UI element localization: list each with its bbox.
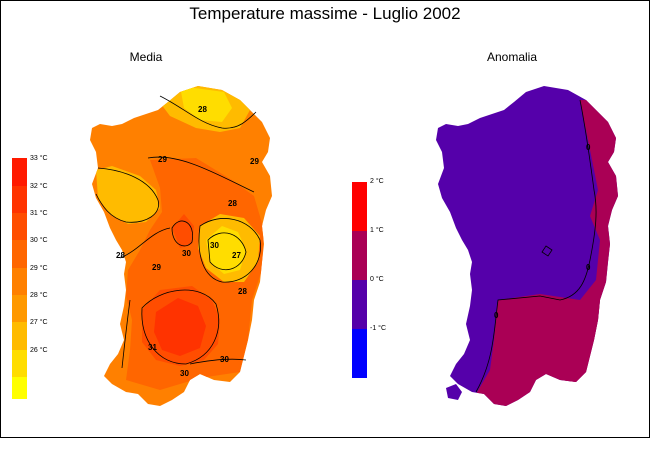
anomalia-contours — [475, 99, 597, 393]
media-legend-label: 30 °C — [30, 237, 48, 244]
anomalia-legend-label: 2 °C — [370, 178, 384, 185]
main-title: Temperature massime - Luglio 2002 — [189, 4, 461, 23]
contour-label: 28 — [116, 251, 125, 260]
anomalia-islet — [446, 384, 462, 400]
anomalia-panel-title: Anomalia — [486, 50, 538, 64]
media-panel-title: Media — [129, 50, 163, 64]
contour-label: 28 — [198, 105, 207, 114]
media-contour-labels: 28 29 29 28 28 30 29 30 27 28 31 30 30 — [116, 105, 259, 378]
contour-label: 30 — [210, 241, 219, 250]
anomalia-legend-label: 0 °C — [370, 276, 384, 283]
media-legend-swatch — [12, 377, 27, 399]
media-legend-swatch — [12, 295, 27, 322]
media-legend-label: 27 °C — [30, 319, 48, 326]
contour-label: 0 — [586, 143, 591, 152]
media-legend — [12, 158, 27, 399]
media-map: 28 29 29 28 28 30 29 30 27 28 31 30 30 — [90, 86, 272, 406]
contour-label: 28 — [228, 199, 237, 208]
contour-label: 28 — [238, 287, 247, 296]
contour-label: 29 — [250, 157, 259, 166]
media-zone-west-cool — [96, 166, 160, 224]
anomalia-legend-swatch — [352, 280, 367, 329]
media-legend-swatch — [12, 350, 27, 377]
media-zone-north-coolest — [180, 86, 232, 122]
anomalia-legend-swatch — [352, 329, 367, 378]
contour-label: 0 — [494, 311, 499, 320]
media-legend-label: 29 °C — [30, 265, 48, 272]
media-legend-label: 31 °C — [30, 210, 48, 217]
media-legend-label: 33 °C — [30, 155, 48, 162]
media-legend-label: 28 °C — [30, 292, 48, 299]
media-zone-south-hottest — [154, 298, 206, 356]
media-legend-swatch — [12, 213, 27, 240]
anomalia-legend-swatch — [352, 231, 367, 280]
media-legend-swatch — [12, 322, 27, 350]
media-legend-swatch — [12, 158, 27, 186]
media-zone-east-coolest — [206, 226, 246, 274]
contour-label: 29 — [158, 155, 167, 164]
anomalia-legend — [352, 182, 367, 378]
anomalia-map: 0 0 0 — [436, 86, 618, 406]
media-legend-swatch — [12, 186, 27, 213]
contour-label: 29 — [152, 263, 161, 272]
contour-label: 30 — [180, 369, 189, 378]
media-legend-label: 26 °C — [30, 347, 48, 354]
contour-label: 30 — [182, 249, 191, 258]
anomalia-legend-label: 1 °C — [370, 227, 384, 234]
media-legend-swatch — [12, 240, 27, 268]
contour-label: 31 — [148, 343, 157, 352]
contour-label: 27 — [232, 251, 241, 260]
anomalia-legend-swatch — [352, 182, 367, 231]
media-contours — [95, 95, 261, 369]
contour-label: 30 — [220, 355, 229, 364]
anomalia-contour-labels: 0 0 0 — [494, 143, 591, 320]
contour-label: 0 — [586, 263, 591, 272]
anomalia-legend-label: -1 °C — [370, 325, 387, 332]
media-legend-swatch — [12, 268, 27, 295]
media-legend-label: 32 °C — [30, 183, 48, 190]
